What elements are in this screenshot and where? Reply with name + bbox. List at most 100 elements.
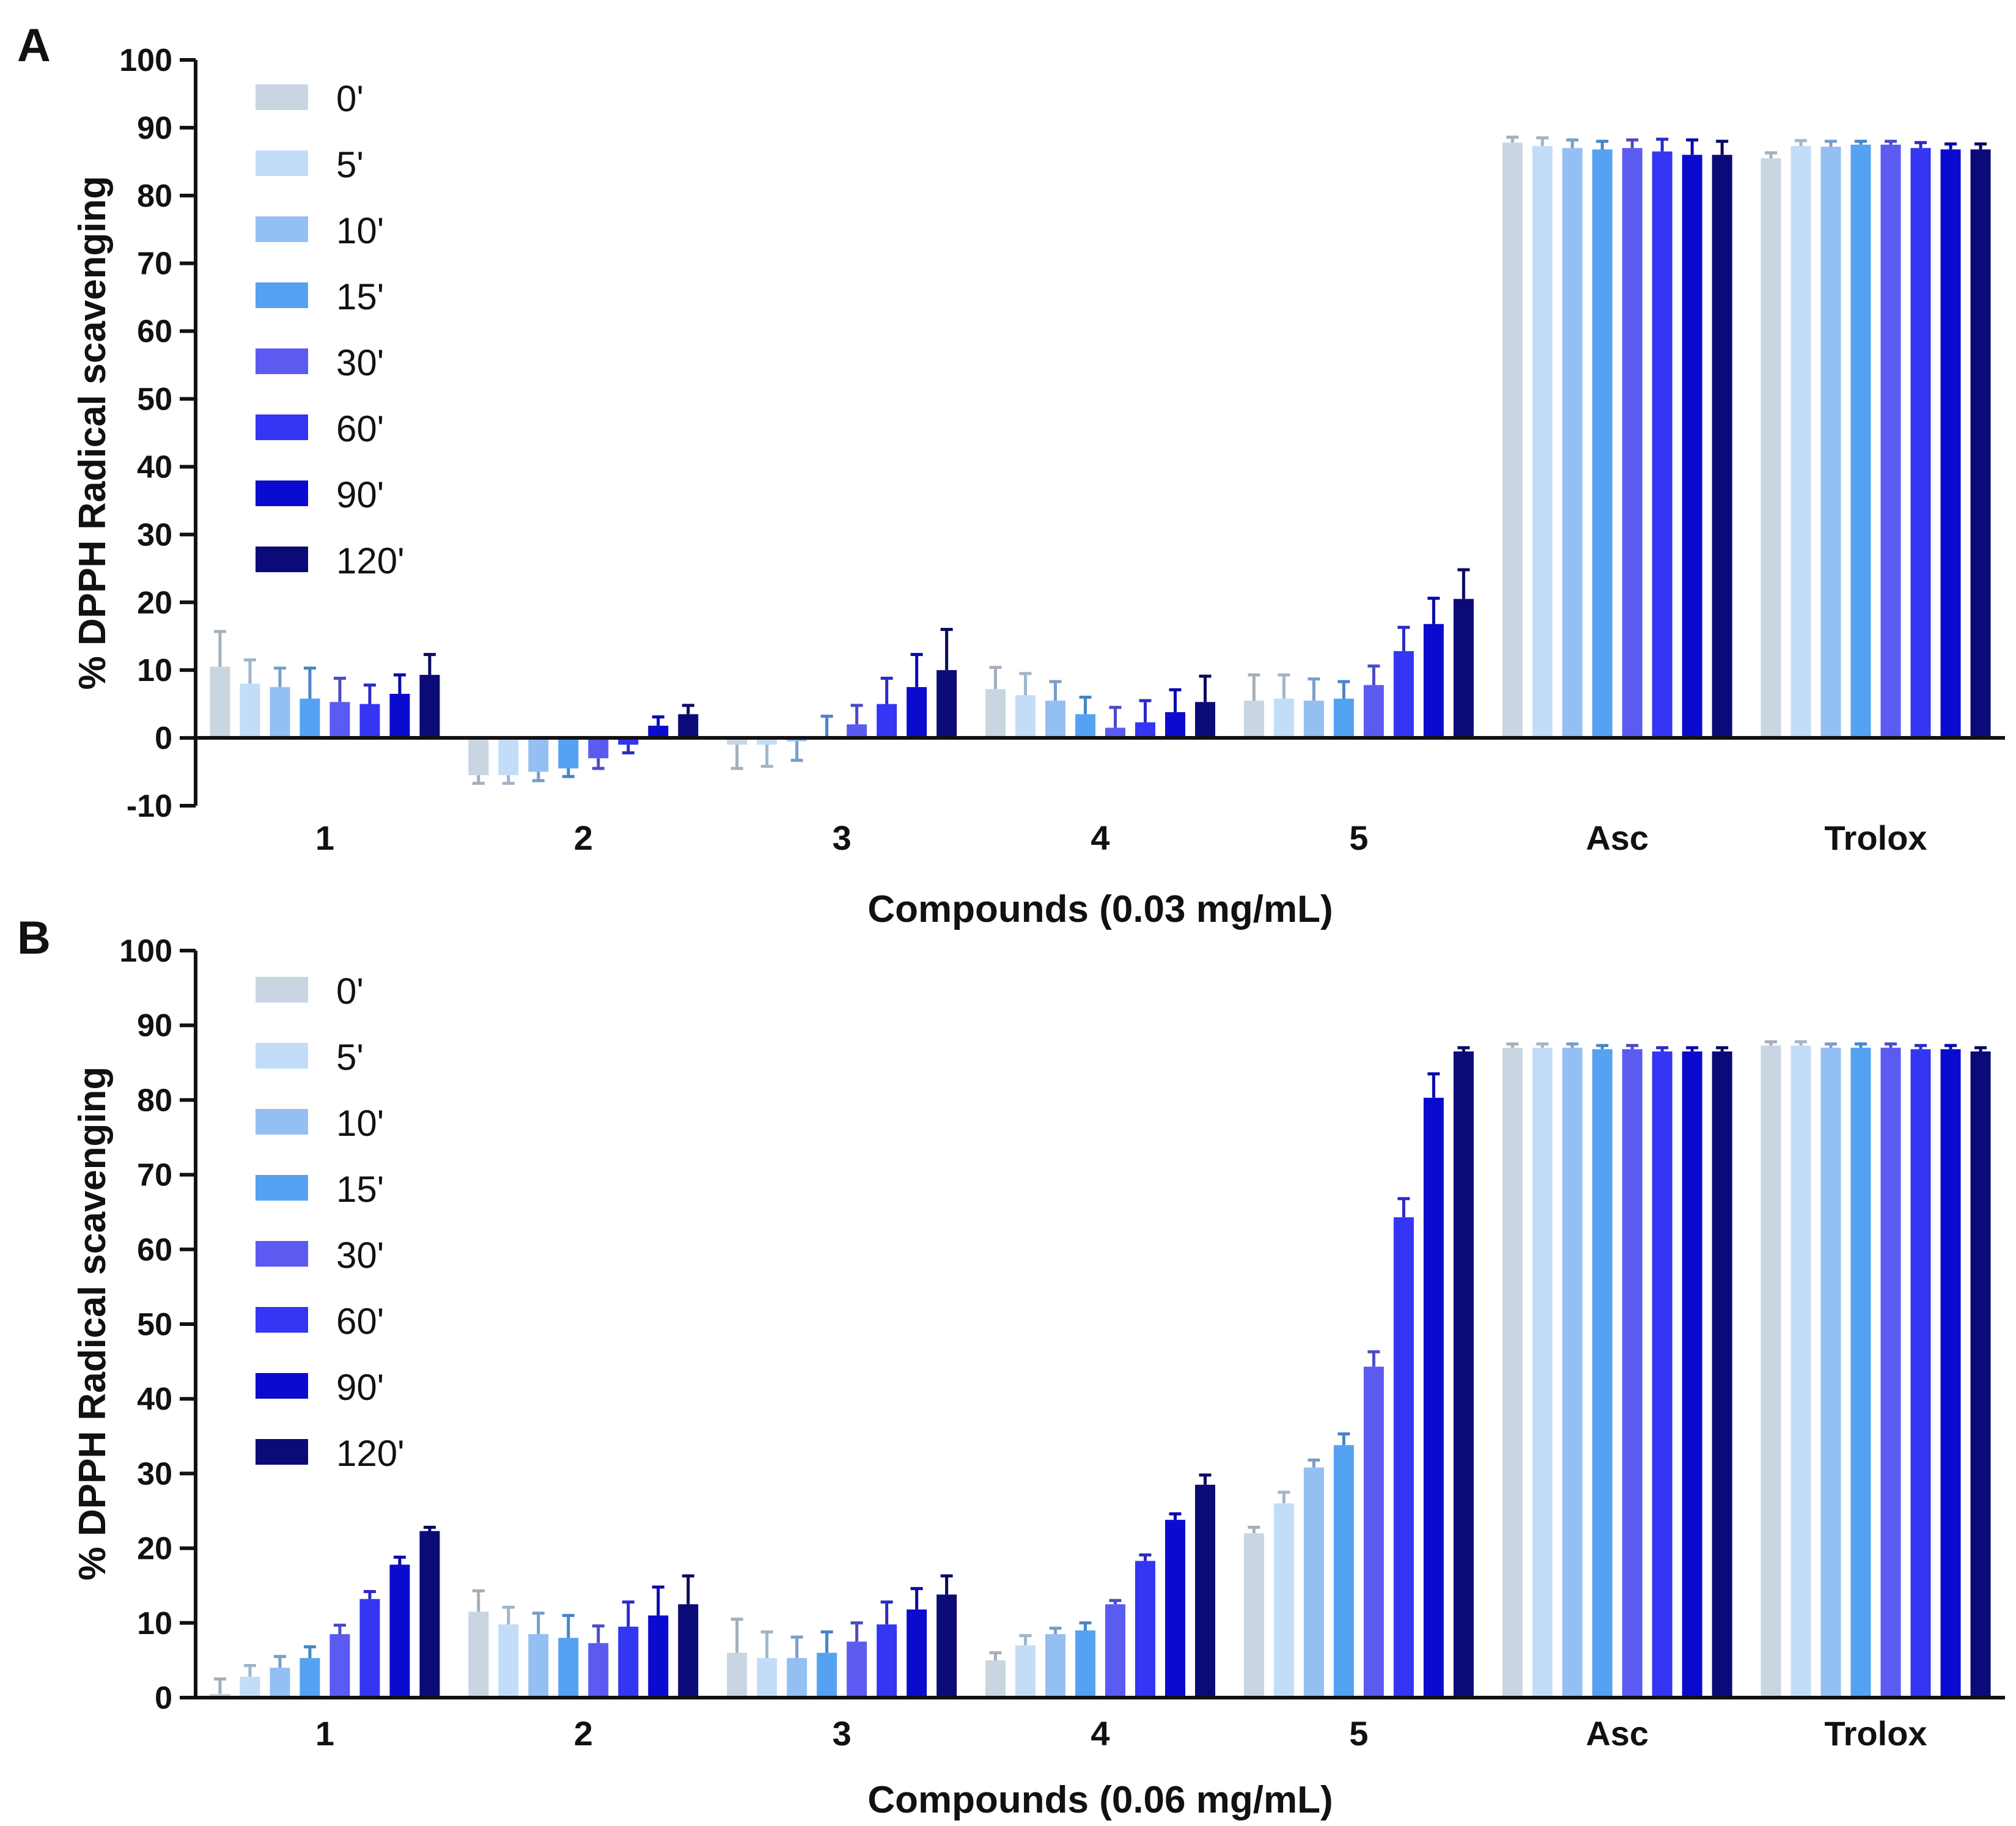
bar [1682, 155, 1702, 738]
bar [757, 1658, 778, 1698]
bar [210, 666, 230, 738]
legend-label: 90' [336, 474, 384, 515]
x-category-label: 5 [1349, 819, 1368, 857]
bar [270, 687, 290, 738]
legend-swatch [256, 216, 308, 242]
bar [1363, 685, 1384, 738]
bar [588, 1643, 609, 1698]
y-axis-ticks: 0 10 20 30 40 50 60 70 80 90 100 [119, 933, 196, 1716]
bar [1045, 1634, 1065, 1698]
y-tick-label: 90 [137, 1008, 172, 1044]
y-tick-label: 40 [137, 449, 172, 485]
bar [1243, 1533, 1264, 1698]
bar [210, 1693, 230, 1698]
bar [1940, 149, 1961, 738]
bar [985, 1660, 1006, 1698]
x-category-label: 1 [315, 819, 334, 857]
bar [588, 738, 609, 759]
bar [1165, 712, 1185, 738]
bar [389, 694, 410, 738]
y-tick-label: 80 [137, 1083, 172, 1118]
bar [847, 1641, 867, 1698]
bar [757, 738, 778, 745]
y-tick-label: 90 [137, 111, 172, 146]
bar [1562, 148, 1583, 738]
bar [936, 670, 957, 738]
legend-label: 30' [336, 342, 384, 383]
bar [1333, 698, 1354, 738]
legend-swatch [256, 1175, 308, 1201]
y-tick-label: 10 [137, 1606, 172, 1641]
bar [1880, 1047, 1901, 1698]
legend: 0' 5' 10' 15' 30' 60' 90' 120' [256, 971, 405, 1474]
legend-label: 10' [336, 1103, 384, 1144]
bar [1423, 624, 1444, 738]
bar [1760, 1045, 1781, 1698]
bar [1970, 1051, 1991, 1698]
bar [329, 702, 350, 738]
bar [1532, 1047, 1553, 1698]
y-tick-label: 30 [137, 1456, 172, 1492]
bar [1273, 1503, 1294, 1698]
x-category-label: Asc [1586, 819, 1649, 857]
bar [1940, 1049, 1961, 1698]
legend-swatch [256, 414, 308, 440]
x-axis-categories: 1 2 3 4 5 Asc Trolox [315, 819, 1927, 857]
bar [498, 1624, 519, 1698]
legend-label: 60' [336, 408, 384, 449]
bar [1333, 1445, 1354, 1698]
bar [1045, 701, 1065, 738]
bar [1502, 1047, 1523, 1698]
x-axis-title: Compounds (0.03 mg/mL) [867, 888, 1333, 930]
x-category-label: 1 [315, 1714, 334, 1753]
bar [1562, 1047, 1583, 1698]
bar [618, 738, 639, 745]
legend-swatch [256, 1307, 308, 1333]
bar [1760, 158, 1781, 738]
legend-swatch [256, 480, 308, 506]
legend-swatch [256, 1109, 308, 1135]
bar [1880, 144, 1901, 738]
bar [1910, 1049, 1931, 1698]
bar [1850, 1047, 1871, 1698]
legend-label: 120' [336, 540, 405, 581]
bar [240, 683, 260, 738]
bar [1105, 1604, 1125, 1698]
x-category-label: Asc [1586, 1714, 1649, 1753]
x-category-label: Trolox [1825, 819, 1927, 857]
bar [558, 1638, 579, 1698]
x-category-label: Trolox [1825, 1714, 1927, 1753]
bar [1075, 714, 1095, 738]
y-tick-label: 100 [119, 933, 172, 969]
legend-label: 90' [336, 1367, 384, 1408]
legend-label: 120' [336, 1433, 405, 1474]
legend-swatch [256, 1043, 308, 1069]
legend-swatch [256, 150, 308, 176]
legend-swatch [256, 1373, 308, 1399]
legend-label: 60' [336, 1301, 384, 1342]
bar [1820, 146, 1841, 738]
bar [468, 738, 489, 776]
bar [877, 1624, 897, 1698]
legend-swatch [256, 977, 308, 1003]
bar [498, 738, 519, 776]
bar [1273, 698, 1294, 738]
bar [1820, 1047, 1841, 1698]
bar [419, 674, 440, 738]
bar [1453, 1051, 1474, 1698]
legend-swatch [256, 348, 308, 374]
bar [240, 1676, 260, 1698]
bar [329, 1634, 350, 1698]
y-tick-label: 10 [137, 653, 172, 688]
x-category-label: 2 [574, 1714, 593, 1753]
legend-label: 0' [336, 78, 364, 119]
bar [1682, 1051, 1702, 1698]
bar [1393, 651, 1414, 738]
bar [300, 1658, 320, 1698]
bar [1502, 142, 1523, 738]
bar [1910, 148, 1931, 738]
y-tick-label: 70 [137, 1158, 172, 1193]
bar [1622, 148, 1643, 738]
